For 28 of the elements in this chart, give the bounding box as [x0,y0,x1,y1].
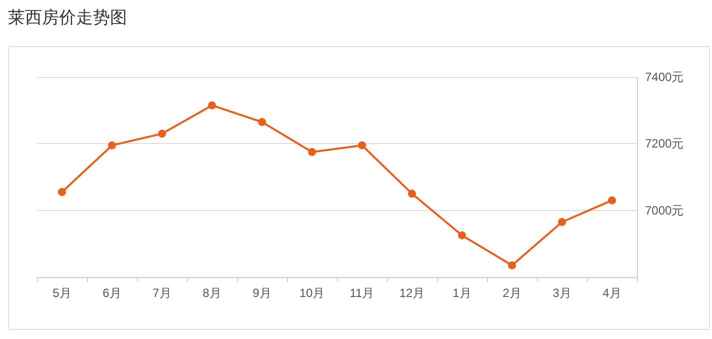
x-tick-label: 11月 [350,286,374,300]
y-tick-label: 7000元 [645,203,684,218]
x-tick-label: 3月 [552,286,572,300]
point [608,196,616,204]
x-tick-label: 6月 [102,286,122,300]
point [108,141,116,150]
chart-title: 莱西房价走势图 [8,7,127,29]
x-tick-label: 9月 [252,286,272,300]
x-tick-label: 8月 [202,286,222,300]
point [158,130,166,138]
x-tick-label: 2月 [502,286,522,300]
x-tick-label: 12月 [399,286,425,300]
point [258,118,266,126]
point [358,141,366,150]
point [508,261,516,270]
x-tick-label: 10月 [299,286,325,300]
point [558,218,566,226]
point [458,231,466,240]
point [308,148,316,156]
x-tick-label: 4月 [602,286,622,300]
point [58,188,66,196]
x-tick-label: 1月 [452,286,472,300]
point [208,101,216,110]
y-tick-label: 7200元 [645,136,684,151]
x-tick-label: 7月 [152,286,172,300]
x-tick-label: 5月 [52,286,72,300]
y-tick-label: 7400元 [645,70,684,84]
point [408,190,416,198]
